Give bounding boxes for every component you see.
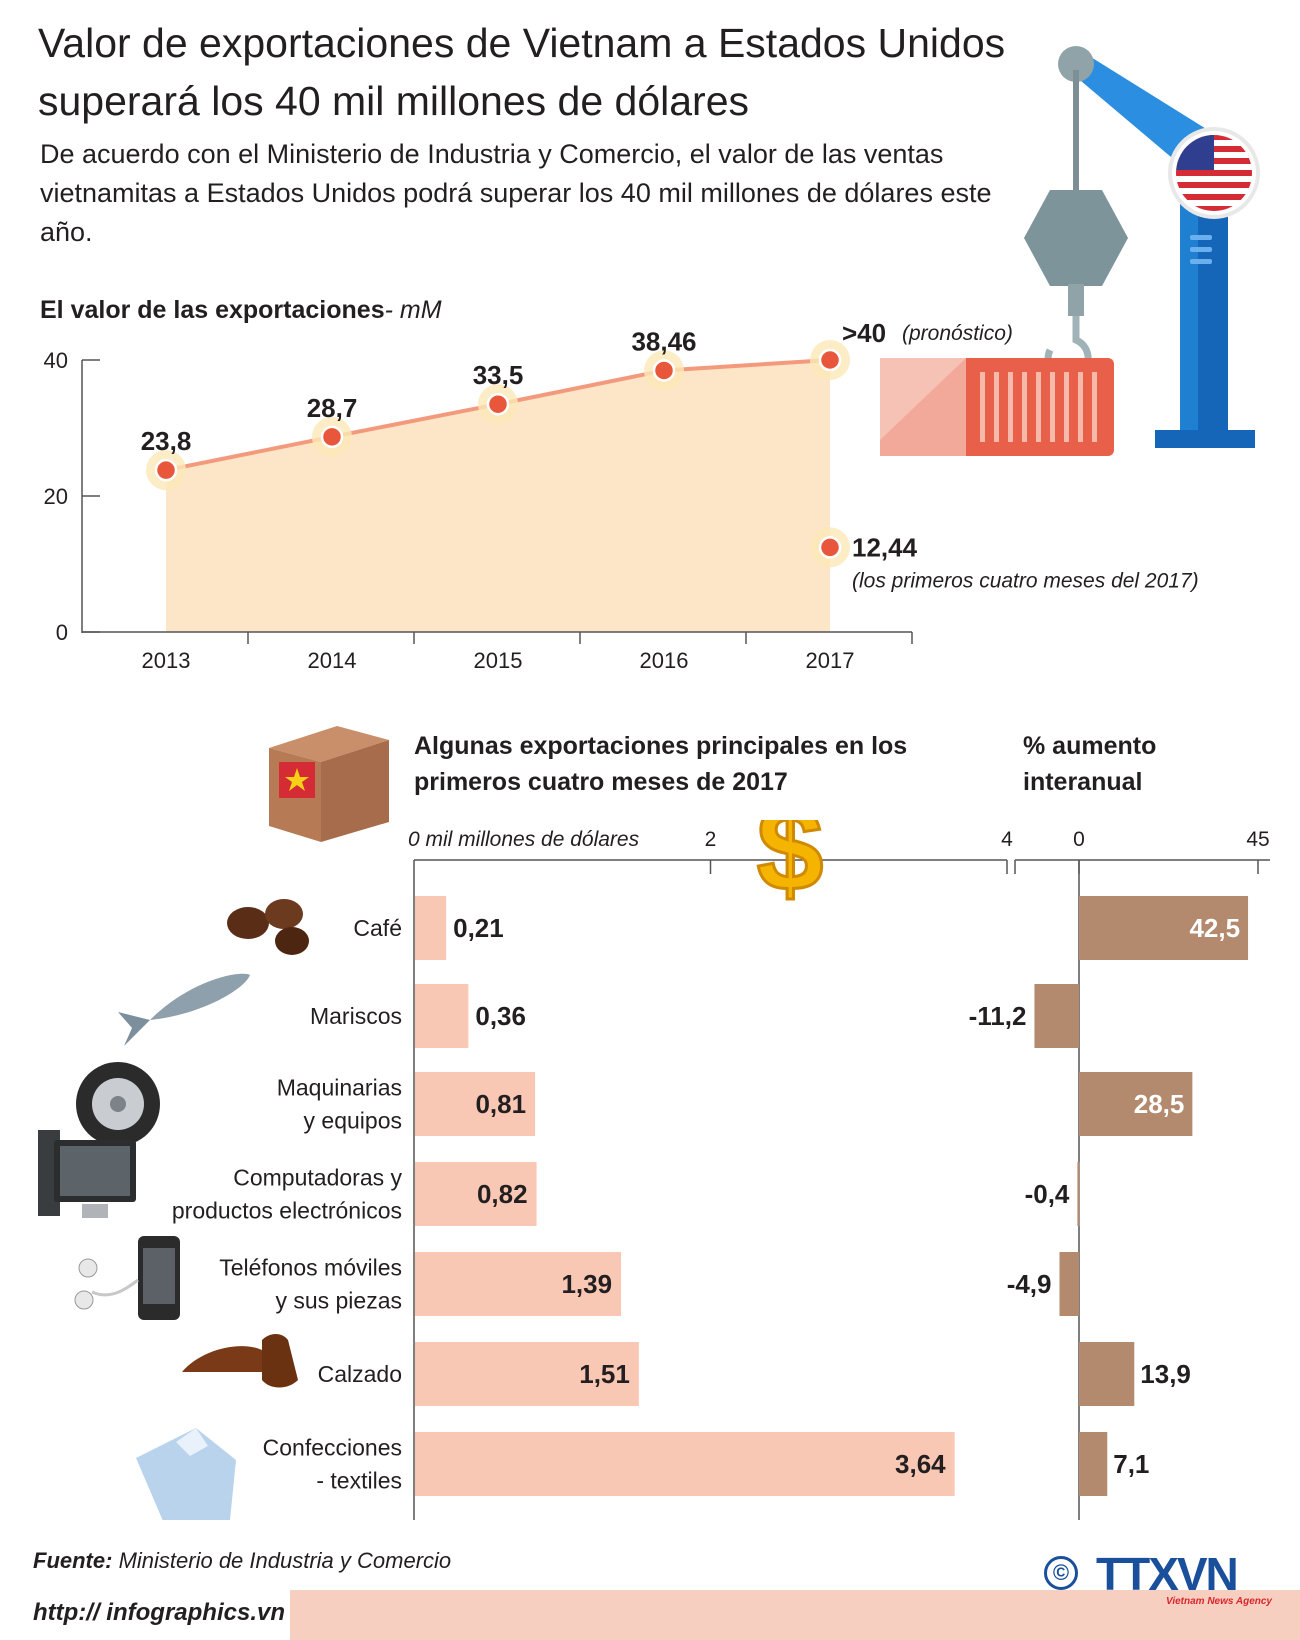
- copyright-icon: ©: [1044, 1556, 1078, 1590]
- data-label: 28,7: [307, 393, 358, 423]
- y-tick-label: 20: [44, 484, 68, 509]
- earphones-icon: [91, 1278, 139, 1297]
- bar-charts: 0 mil millones de dólares 2 4 0 45 0,21 Café 42…: [38, 820, 1270, 1520]
- export-value-label: 1,39: [561, 1269, 612, 1299]
- data-label: 38,46: [631, 326, 696, 356]
- category-label: Calzado: [318, 1361, 402, 1387]
- y-tick-label: 0: [56, 620, 68, 645]
- pct-bar: [1077, 1162, 1080, 1226]
- crane-container-illustration: [880, 46, 1260, 456]
- pct-value-label: 42,5: [1189, 913, 1240, 943]
- export-bar: [415, 984, 469, 1048]
- svg-text:$: $: [757, 820, 824, 916]
- source-line: Fuente: Ministerio de Industria y Comerc…: [33, 1548, 451, 1574]
- main-title: Valor de exportaciones de Vietnam a Esta…: [38, 20, 1006, 124]
- x-tick-label: 2016: [640, 648, 689, 673]
- bar-tick-label: 4: [1001, 828, 1013, 851]
- shoes-icon: [182, 1334, 298, 1388]
- extra-point-note: (los primeros cuatro meses del 2017): [852, 569, 1199, 592]
- footer-tab: [0, 1590, 290, 1640]
- shipping-container-icon: [880, 358, 1114, 456]
- bar-axis-label: 0 mil millones de dólares: [408, 828, 640, 851]
- export-bar: [415, 1342, 639, 1406]
- data-point: [652, 359, 676, 382]
- pct-value-label: -11,2: [969, 1001, 1027, 1031]
- line-chart-unit: - mM: [384, 296, 442, 324]
- line-chart-title-text: El valor de las exportaciones: [40, 296, 385, 324]
- data-point: [154, 458, 178, 482]
- export-value-label: 0,82: [477, 1179, 528, 1209]
- bar-chart-title: Algunas exportaciones principales en los…: [414, 732, 908, 796]
- us-flag-icon: [1168, 127, 1260, 219]
- computer-icon: [38, 1130, 136, 1218]
- pct-value-label: 28,5: [1134, 1089, 1185, 1119]
- category-label: Computadoras y: [233, 1165, 402, 1191]
- category-label: Maquinarias: [277, 1075, 402, 1101]
- export-value-label: 0,81: [475, 1089, 526, 1119]
- agency-logo-text: TTXVN: [1096, 1548, 1239, 1600]
- pct-chart-title: % aumento interanual: [1023, 732, 1157, 796]
- pct-value-label: 7,1: [1113, 1449, 1149, 1479]
- data-point: [320, 425, 344, 449]
- data-point: [486, 392, 510, 416]
- export-bar: [415, 1162, 537, 1226]
- export-value-label: 3,64: [895, 1449, 946, 1479]
- vietnam-box-icon: [269, 726, 389, 842]
- agency-logo: TTXVN Vietnam News Agency: [1096, 1548, 1276, 1607]
- x-tick-label: 2017: [806, 648, 855, 673]
- export-value-label: 0,21: [453, 913, 504, 943]
- data-label: 33,5: [473, 360, 524, 390]
- category-label: - textiles: [316, 1468, 402, 1494]
- pct-value-label: 13,9: [1140, 1359, 1191, 1389]
- export-bar: [415, 1252, 622, 1316]
- export-bar: [415, 1432, 955, 1496]
- pct-bar: [1079, 1432, 1108, 1496]
- data-label: 23,8: [141, 426, 192, 456]
- agency-name: Vietnam News Agency: [1166, 1596, 1272, 1607]
- data-label: >40: [842, 320, 886, 348]
- pct-tick-label: 45: [1246, 828, 1269, 851]
- bar-tick-label: 2: [705, 828, 717, 851]
- export-bar: [415, 1072, 536, 1136]
- category-label: productos electrónicos: [172, 1198, 402, 1224]
- pct-bar: [1079, 1072, 1193, 1136]
- category-label: Mariscos: [310, 1003, 402, 1029]
- line-chart-title: El valor de las exportaciones- mM: [40, 296, 442, 325]
- line-chart-area: [166, 360, 830, 632]
- extra-data-label: 12,44: [852, 532, 918, 562]
- data-point: [818, 348, 842, 372]
- source-text: Ministerio de Industria y Comercio: [118, 1548, 452, 1573]
- category-label: Teléfonos móviles: [219, 1255, 402, 1281]
- forecast-note: (pronóstico): [902, 322, 1013, 345]
- pct-bar: [1079, 1342, 1135, 1406]
- fish-icon: [118, 973, 250, 1046]
- x-tick-label: 2015: [474, 648, 523, 673]
- category-label: y equipos: [304, 1108, 402, 1134]
- export-bar: [415, 896, 447, 960]
- pct-bar: [1059, 1252, 1079, 1316]
- x-tick-label: 2014: [308, 648, 357, 673]
- subtitle: De acuerdo con el Ministerio de Industri…: [40, 139, 992, 247]
- mobile-phone-icon: [74, 1236, 180, 1320]
- pct-value-label: -4,9: [1007, 1269, 1052, 1299]
- dollar-sign-icon: $: [755, 820, 825, 918]
- category-label: Café: [353, 915, 402, 941]
- extra-data-point: [818, 536, 842, 559]
- pct-bar: [1034, 984, 1079, 1048]
- category-label: Confecciones: [263, 1435, 402, 1461]
- category-label: y sus piezas: [275, 1288, 402, 1314]
- coffee-beans-icon: [227, 899, 309, 955]
- export-value-label: 1,51: [579, 1359, 630, 1389]
- tire-icon: [76, 1062, 160, 1146]
- line-chart: 0 20 40 2013 2014 2015 2016 2017 23,8 28,7 33,5 38,…: [44, 320, 1199, 673]
- shirt-icon: [136, 1428, 236, 1520]
- pct-tick-label: 0: [1073, 828, 1085, 851]
- pct-bar: [1079, 896, 1249, 960]
- y-tick-label: 40: [44, 348, 68, 373]
- pct-value-label: -0,4: [1025, 1179, 1070, 1209]
- footer-url[interactable]: http:// infographics.vn: [33, 1599, 285, 1626]
- x-tick-label: 2013: [142, 648, 191, 673]
- export-value-label: 0,36: [475, 1001, 526, 1031]
- source-label: Fuente:: [33, 1548, 113, 1573]
